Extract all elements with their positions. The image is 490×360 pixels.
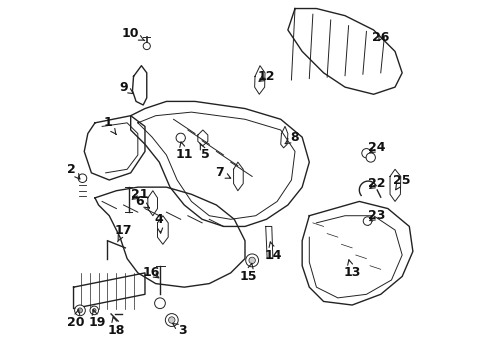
Text: 10: 10 [122,27,145,41]
Text: 1: 1 [103,116,116,134]
Circle shape [90,306,98,315]
Text: 18: 18 [108,317,125,337]
Circle shape [366,153,375,162]
Text: 24: 24 [368,141,386,154]
Circle shape [93,309,96,312]
Text: 26: 26 [372,31,390,44]
Circle shape [143,42,150,50]
Circle shape [176,133,185,143]
Text: 16: 16 [143,266,160,279]
Circle shape [249,257,255,264]
Text: 23: 23 [368,209,386,222]
Text: 20: 20 [67,310,84,329]
Text: 19: 19 [88,310,105,329]
Text: 13: 13 [343,260,361,279]
Text: 9: 9 [119,81,133,94]
Circle shape [165,314,178,327]
Text: 14: 14 [265,242,282,261]
Text: 2: 2 [67,163,80,179]
Circle shape [363,217,372,225]
Text: 21: 21 [131,188,148,201]
Text: 8: 8 [285,131,299,144]
Circle shape [74,305,85,316]
Text: 17: 17 [115,224,132,242]
Text: 6: 6 [135,195,149,208]
Text: 12: 12 [258,70,275,83]
Text: 3: 3 [172,324,187,337]
Circle shape [77,308,82,313]
Circle shape [362,149,371,158]
Text: 22: 22 [368,177,386,190]
Text: 7: 7 [216,166,231,179]
Text: 25: 25 [393,174,411,190]
Text: 4: 4 [155,213,164,233]
Circle shape [169,317,175,323]
Circle shape [155,298,165,309]
Text: 15: 15 [240,264,257,283]
Text: 5: 5 [200,143,210,162]
Circle shape [245,254,259,267]
Text: 11: 11 [175,142,193,162]
Circle shape [78,174,87,183]
